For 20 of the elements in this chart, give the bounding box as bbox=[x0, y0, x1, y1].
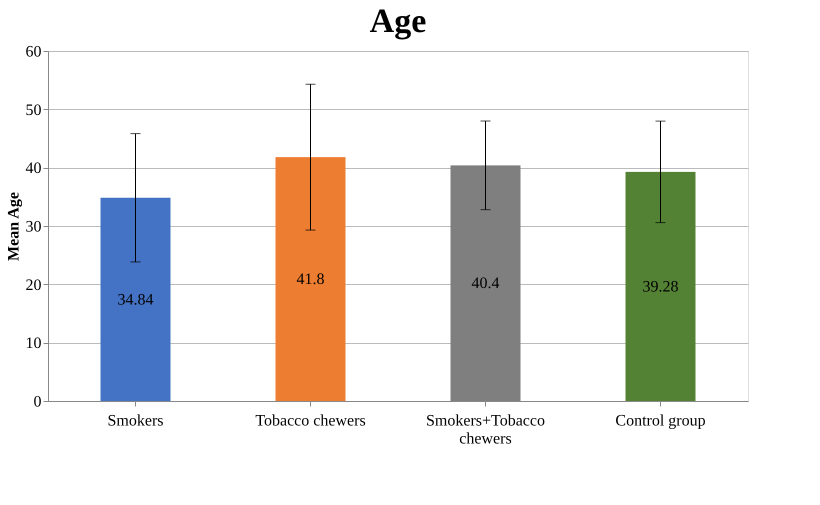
x-tick-label: Tobacco chewers bbox=[255, 412, 366, 430]
y-tick-label: 10 bbox=[26, 335, 42, 352]
x-tick-label: Smokers+Tobacco chewers bbox=[426, 412, 545, 448]
data-label: 39.28 bbox=[642, 278, 678, 296]
x-tick-label: Control group bbox=[615, 412, 706, 430]
bar bbox=[100, 198, 170, 401]
y-tick-label: 0 bbox=[34, 394, 42, 410]
data-label: 40.4 bbox=[472, 275, 500, 292]
y-tick-label: 20 bbox=[26, 276, 42, 294]
y-tick-label: 30 bbox=[26, 218, 42, 236]
data-label: 34.84 bbox=[118, 291, 154, 308]
y-tick-label: 60 bbox=[26, 44, 42, 60]
chart-title: Age bbox=[370, 3, 426, 40]
bar bbox=[276, 157, 346, 401]
x-tick-label: Smokers bbox=[108, 412, 164, 430]
y-tick-label: 40 bbox=[26, 160, 42, 178]
data-label: 41.8 bbox=[296, 271, 324, 288]
y-tick-label: 50 bbox=[26, 102, 42, 119]
y-axis-title: Mean Age bbox=[6, 192, 22, 261]
bar bbox=[626, 172, 696, 401]
